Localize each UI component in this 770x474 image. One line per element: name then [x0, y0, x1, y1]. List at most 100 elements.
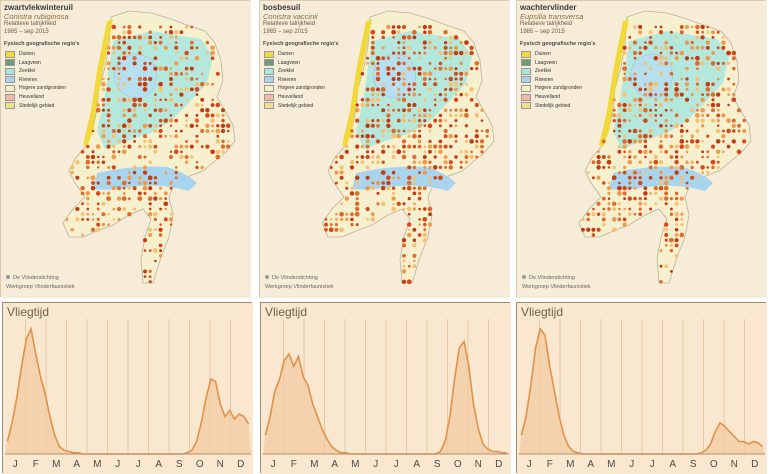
abundance-dot: [215, 149, 221, 155]
abundance-dot: [664, 40, 669, 45]
abundance-dot: [705, 55, 711, 61]
abundance-dot: [448, 76, 454, 82]
abundance-dot: [464, 149, 469, 154]
abundance-dot: [195, 93, 199, 96]
abundance-dot: [147, 211, 153, 217]
abundance-dot: [727, 93, 730, 96]
abundance-dot: [210, 50, 215, 56]
abundance-dot: [354, 211, 360, 217]
abundance-dot: [122, 97, 127, 102]
abundance-dot: [423, 46, 427, 50]
abundance-dot: [142, 170, 148, 175]
abundance-dot: [127, 144, 132, 149]
abundance-dot: [438, 113, 443, 118]
abundance-dot: [370, 29, 376, 35]
month-tick-label: J: [650, 459, 655, 470]
abundance-dot: [96, 181, 100, 185]
abundance-dot: [366, 218, 369, 221]
abundance-dot: [194, 55, 200, 61]
abundance-dot: [428, 46, 432, 50]
abundance-dot: [685, 66, 689, 71]
abundance-dot: [632, 128, 638, 134]
abundance-dot: [355, 103, 359, 107]
abundance-dot: [412, 102, 417, 108]
abundance-dot: [669, 98, 674, 102]
abundance-dot: [402, 41, 406, 45]
abundance-dot: [86, 144, 90, 149]
abundance-dot: [454, 93, 458, 97]
abundance-dot: [679, 196, 684, 201]
logo-icon: [6, 275, 10, 279]
abundance-dot: [90, 175, 96, 181]
abundance-dot: [158, 254, 163, 258]
abundance-dot: [607, 181, 611, 185]
abundance-dot: [711, 98, 715, 102]
abundance-dot: [633, 114, 637, 117]
month-tick-label: D: [237, 459, 244, 470]
abundance-dot: [391, 128, 396, 134]
abundance-dot: [623, 150, 626, 154]
abundance-dot: [142, 238, 148, 243]
abundance-dot: [633, 176, 637, 180]
abundance-dot: [454, 67, 458, 71]
abundance-dot: [596, 175, 601, 180]
abundance-dot: [132, 186, 137, 191]
abundance-dot: [623, 155, 626, 159]
abundance-dot: [324, 228, 328, 232]
abundance-dot: [680, 124, 684, 128]
legend-item: Duinen: [264, 50, 294, 58]
abundance-dot: [133, 207, 137, 211]
abundance-dot: [376, 71, 380, 76]
abundance-dot: [344, 149, 349, 154]
abundance-dot: [142, 180, 148, 186]
abundance-dot: [168, 97, 174, 102]
abundance-dot: [365, 165, 370, 170]
abundance-dot: [339, 175, 344, 180]
abundance-dot: [612, 207, 617, 211]
abundance-dot: [742, 129, 747, 133]
abundance-dot: [169, 77, 173, 81]
abundance-dot: [148, 160, 152, 164]
abundance-dot: [701, 155, 704, 159]
abundance-dot: [628, 150, 632, 154]
abundance-dot: [402, 253, 406, 258]
abundance-dot: [159, 186, 163, 190]
abundance-dot: [148, 181, 152, 185]
abundance-dot: [349, 165, 355, 170]
abundance-dot: [711, 36, 715, 39]
abundance-dot: [154, 259, 157, 263]
abundance-dot: [392, 150, 395, 154]
abundance-dot: [179, 30, 184, 35]
abundance-dot: [454, 87, 458, 92]
abundance-dot: [143, 61, 147, 66]
abundance-dot: [412, 51, 416, 55]
abundance-dot: [360, 98, 365, 102]
abundance-dot: [111, 154, 117, 160]
legend-label: Stedelijk gebied: [278, 102, 314, 109]
abundance-dot: [669, 144, 674, 149]
abundance-dot: [622, 102, 627, 108]
abundance-dot: [423, 98, 427, 102]
abundance-dot: [381, 108, 386, 113]
abundance-dot: [674, 233, 679, 237]
abundance-dot: [376, 93, 380, 97]
abundance-dot: [418, 207, 421, 211]
legend-title: Fysisch geografische regio's: [4, 41, 80, 47]
abundance-dot: [111, 24, 117, 30]
abundance-dot: [412, 133, 417, 139]
abundance-dot: [633, 155, 637, 159]
abundance-dot: [117, 41, 121, 44]
abundance-dot: [700, 24, 705, 30]
abundance-dot: [216, 124, 220, 128]
abundance-dot: [376, 191, 380, 195]
abundance-dot: [701, 150, 705, 154]
abundance-dot: [107, 67, 110, 70]
abundance-dot: [163, 45, 168, 50]
abundance-dot: [628, 119, 632, 122]
abundance-dot: [632, 50, 638, 56]
abundance-dot: [210, 103, 215, 107]
abundance-dot: [602, 207, 606, 211]
credit-text: De Vlinderstichting: [13, 275, 59, 281]
abundance-dot: [658, 102, 664, 108]
